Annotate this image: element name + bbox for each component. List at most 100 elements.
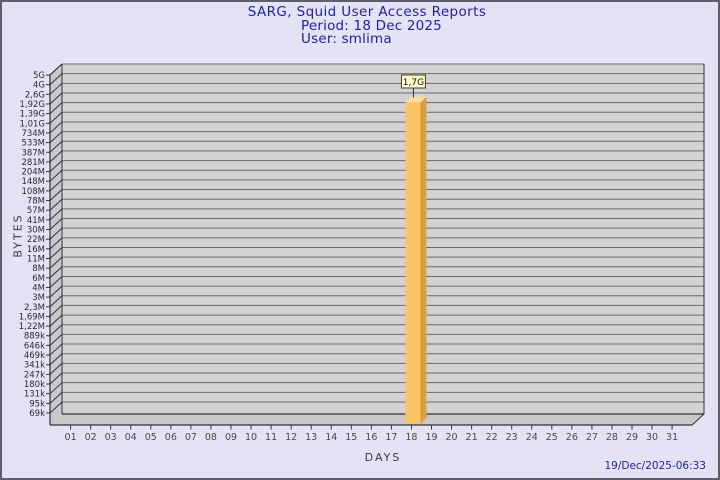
y-tick-label: 22M xyxy=(27,235,45,245)
y-tick-label: 1,22M xyxy=(19,322,45,332)
y-tick-label: 1,39G xyxy=(19,110,45,120)
y-tick-wall-diagonal xyxy=(49,314,63,327)
x-tick-label: 17 xyxy=(385,432,397,443)
x-tick-label: 27 xyxy=(586,432,598,443)
x-tick-label: 24 xyxy=(526,432,538,443)
y-tick-label: 341k xyxy=(24,361,45,371)
y-tick-label: 78M xyxy=(27,197,45,207)
x-tick-label: 21 xyxy=(466,432,478,443)
x-tick-label: 16 xyxy=(365,432,377,443)
y-tick-label: 646k xyxy=(24,341,45,351)
y-tick-label: 69k xyxy=(29,409,45,419)
y-tick-wall-diagonal xyxy=(49,343,63,356)
x-tick-label: 22 xyxy=(486,432,498,443)
x-tick-label: 25 xyxy=(546,432,558,443)
y-tick-wall-diagonal xyxy=(49,353,63,366)
y-tick-wall-diagonal xyxy=(49,334,63,346)
y-tick-wall-diagonal xyxy=(49,305,63,317)
y-tick-wall-diagonal xyxy=(49,247,63,259)
y-tick-label: 1,92G xyxy=(19,100,45,110)
x-axis-title: DAYS xyxy=(364,451,402,464)
y-tick-label: 4M xyxy=(32,283,45,293)
x-tick-label: 10 xyxy=(245,432,257,443)
x-tick-label: 02 xyxy=(85,432,97,443)
y-tick-wall-diagonal xyxy=(49,92,63,105)
y-tick-label: 387M xyxy=(21,148,45,158)
y-tick-wall-diagonal xyxy=(49,401,63,414)
x-tick-label: 31 xyxy=(666,432,678,443)
y-tick-wall-diagonal xyxy=(49,121,63,134)
y-tick-wall-diagonal xyxy=(49,131,63,143)
report-header: SARG, Squid User Access Reports Period: … xyxy=(12,4,718,46)
y-tick-wall-diagonal xyxy=(49,218,63,230)
plot-area xyxy=(62,64,704,414)
x-tick-label: 13 xyxy=(305,432,317,443)
y-tick-wall-diagonal xyxy=(49,169,63,182)
y-tick-wall-diagonal xyxy=(49,160,63,172)
y-tick-wall-diagonal xyxy=(49,111,63,124)
y-tick-wall-diagonal xyxy=(49,256,63,269)
y-tick-label: 1,01G xyxy=(19,119,45,129)
y-tick-label: 131k xyxy=(24,390,45,400)
y-tick-label: 8M xyxy=(32,264,45,274)
floor-right-diagonal xyxy=(691,413,705,426)
y-tick-wall-diagonal xyxy=(49,198,63,211)
wall-top-edge xyxy=(49,63,63,76)
x-tick-label: 30 xyxy=(646,432,658,443)
y-tick-label: 4G xyxy=(33,81,45,91)
axis-floor xyxy=(50,414,704,425)
x-tick-label: 01 xyxy=(65,432,77,443)
y-tick-wall-diagonal xyxy=(49,372,63,385)
y-tick-label: 2,6G xyxy=(25,90,45,100)
y-tick-wall-diagonal xyxy=(49,276,63,288)
x-tick-label: 04 xyxy=(125,432,137,443)
y-tick-label: 6M xyxy=(32,274,45,284)
report-period: Period: 18 Dec 2025 xyxy=(301,18,442,34)
y-tick-label: 889k xyxy=(24,332,45,342)
y-tick-wall-diagonal xyxy=(49,295,63,308)
y-tick-wall-diagonal xyxy=(49,140,63,153)
x-tick-label: 14 xyxy=(325,432,337,443)
x-tick-label: 09 xyxy=(225,432,237,443)
y-tick-wall-diagonal xyxy=(49,179,63,192)
y-tick-label: 247k xyxy=(24,370,45,380)
y-tick-label: 41M xyxy=(27,216,45,226)
x-tick-label: 23 xyxy=(506,432,518,443)
y-tick-wall-diagonal xyxy=(49,227,63,240)
y-axis-title: BYTES xyxy=(11,213,25,258)
x-tick-label: 12 xyxy=(285,432,297,443)
y-tick-label: 469k xyxy=(24,351,45,361)
y-tick-label: 734M xyxy=(21,129,45,139)
y-tick-wall-diagonal xyxy=(49,266,63,279)
y-tick-wall-diagonal xyxy=(49,102,63,114)
y-tick-wall-diagonal xyxy=(49,237,63,250)
y-tick-wall-diagonal xyxy=(49,285,63,298)
y-tick-wall-diagonal xyxy=(49,382,63,395)
bar-side-face xyxy=(420,96,427,424)
y-tick-label: 180k xyxy=(24,380,45,390)
bar-value-label: 1,7G xyxy=(403,78,424,88)
y-tick-label: 16M xyxy=(27,245,45,255)
y-tick-label: 3M xyxy=(32,293,45,303)
y-tick-label: 95k xyxy=(29,399,45,409)
y-tick-label: 108M xyxy=(21,187,45,197)
x-tick-label: 07 xyxy=(185,432,197,443)
x-tick-label: 15 xyxy=(345,432,357,443)
y-tick-wall-diagonal xyxy=(49,208,63,221)
y-tick-wall-diagonal xyxy=(49,189,63,201)
y-tick-wall-diagonal xyxy=(49,324,63,337)
y-tick-wall-diagonal xyxy=(49,150,63,163)
y-tick-wall-diagonal xyxy=(49,82,63,95)
y-tick-wall-diagonal xyxy=(49,391,63,404)
y-tick-label: 5G xyxy=(33,71,45,81)
bar-top-face xyxy=(405,96,427,103)
x-tick-label: 03 xyxy=(105,432,117,443)
y-tick-label: 2,3M xyxy=(24,303,45,313)
bar-value-flag xyxy=(400,74,426,89)
report-title: SARG, Squid User Access Reports xyxy=(247,4,487,20)
x-tick-label: 11 xyxy=(265,432,277,443)
x-tick-label: 20 xyxy=(446,432,458,443)
y-tick-label: 148M xyxy=(21,177,45,187)
